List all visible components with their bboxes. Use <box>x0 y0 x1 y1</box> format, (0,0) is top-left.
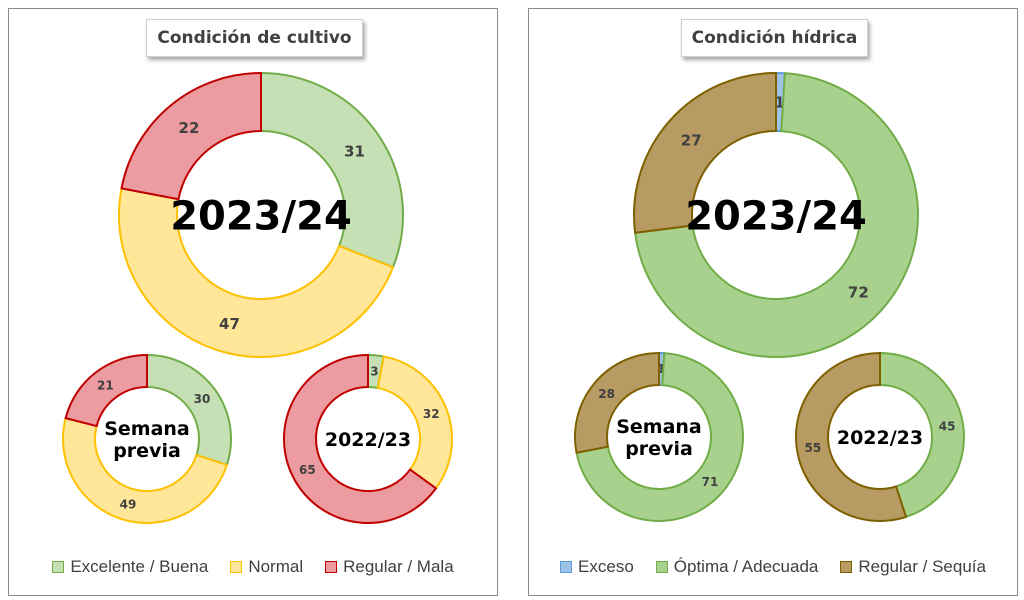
water-2022-23-value-label-2: 55 <box>804 441 821 455</box>
crop-2022-23-value-label-1: 32 <box>423 407 440 421</box>
legend-item: Exceso <box>560 557 634 577</box>
legend-label: Exceso <box>578 557 634 576</box>
water-semana-previa-center-label: Semana <box>616 416 702 438</box>
crop-semana-previa-value-label-2: 21 <box>97 378 114 392</box>
water-2022-23-value-label-1: 45 <box>939 420 956 434</box>
legend-swatch <box>325 561 338 573</box>
water-condition-title: Condición hídrica <box>681 19 868 57</box>
crop-2023-24-center-label: 2023/24 <box>170 193 352 239</box>
crop-2023-24-value-label-2: 22 <box>179 119 200 137</box>
crop-2022-23-slice-2 <box>283 353 438 524</box>
legend-swatch <box>52 561 65 573</box>
water-semana-previa-slice-1 <box>575 352 744 522</box>
legend-swatch <box>560 561 573 573</box>
crop-semana-previa-slice-1 <box>62 416 229 524</box>
water-semana-previa-value-label-2: 28 <box>598 387 615 401</box>
water-2023-24-slice-2 <box>633 71 777 234</box>
water-semana-previa-value-label-0: 1 <box>657 362 665 376</box>
water-2022-23-slice-1 <box>879 351 965 519</box>
legend-item: Regular / Mala <box>325 557 454 577</box>
legend-label: Óptima / Adecuada <box>673 557 819 576</box>
crop-condition-legend: Excelente / Buena Normal Regular / Mala <box>9 557 497 577</box>
crop-2022-23-slice-1 <box>376 355 453 490</box>
crop-2022-23-value-label-2: 65 <box>299 463 316 477</box>
water-semana-previa-center-label: previa <box>625 438 693 460</box>
crop-2023-24-slice-0 <box>260 71 404 269</box>
water-2023-24-center-label: 2023/24 <box>685 193 867 239</box>
water-2023-24-value-label-0: 1 <box>774 93 784 111</box>
crop-2022-23-value-label-0: 3 <box>370 365 378 379</box>
water-2023-24-value-label-2: 27 <box>681 132 702 150</box>
water-2023-24-value-label-1: 72 <box>848 284 869 302</box>
legend-item: Óptima / Adecuada <box>655 557 819 577</box>
crop-2022-23-doughnut: 3 32 65 2022/23 <box>283 353 453 524</box>
crop-2023-24-slice-1 <box>118 187 395 358</box>
water-condition-panel: Condición hídrica 1 72 27 2023/24 1 71 28 Seman… <box>528 8 1018 596</box>
legend-swatch <box>655 561 668 573</box>
water-2022-23-slice-2 <box>795 351 908 522</box>
water-semana-previa-value-label-1: 71 <box>702 475 719 489</box>
crop-semana-previa-value-label-0: 30 <box>194 392 211 406</box>
water-2022-23-doughnut: 45 55 2022/23 <box>795 351 965 522</box>
water-condition-legend: Exceso Óptima / Adecuada Regular / Sequía <box>529 557 1017 577</box>
crop-semana-previa-value-label-1: 49 <box>120 497 137 511</box>
crop-semana-previa-slice-2 <box>64 353 148 428</box>
legend-label: Regular / Sequía <box>858 557 986 576</box>
legend-swatch <box>230 561 243 573</box>
legend-label: Regular / Mala <box>343 557 454 576</box>
crop-2023-24-value-label-1: 47 <box>219 315 240 333</box>
water-2023-24-slice-1 <box>634 72 919 358</box>
legend-item: Normal <box>230 557 303 577</box>
legend-swatch <box>840 561 853 573</box>
crop-semana-previa-center-label: previa <box>113 440 181 462</box>
water-2022-23-center-label: 2022/23 <box>837 427 923 449</box>
crop-condition-panel: Condición de cultivo 31 47 22 2023/24 30 49 21… <box>8 8 498 596</box>
legend-label: Excelente / Buena <box>70 557 209 576</box>
crop-2023-24-value-label-0: 31 <box>344 143 365 161</box>
legend-item: Regular / Sequía <box>840 557 986 577</box>
legend-item: Excelente / Buena <box>52 557 208 577</box>
crop-2022-23-center-label: 2022/23 <box>325 429 411 451</box>
crop-condition-title: Condición de cultivo <box>146 19 363 57</box>
legend-label: Normal <box>248 557 304 576</box>
crop-2023-24-doughnut: 31 47 22 2023/24 <box>118 71 404 358</box>
water-semana-previa-slice-2 <box>574 351 660 454</box>
crop-2023-24-slice-2 <box>120 71 262 201</box>
crop-semana-previa-center-label: Semana <box>104 418 190 440</box>
water-2023-24-doughnut: 1 72 27 2023/24 <box>633 71 919 358</box>
